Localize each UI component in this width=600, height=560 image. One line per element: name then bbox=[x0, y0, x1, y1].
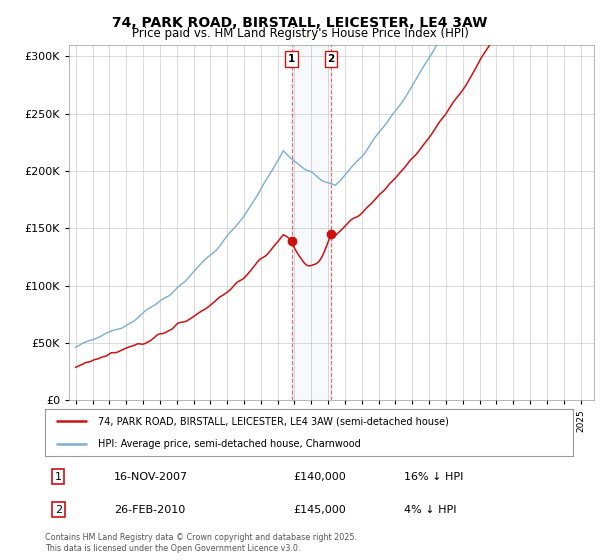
Text: Price paid vs. HM Land Registry's House Price Index (HPI): Price paid vs. HM Land Registry's House … bbox=[131, 27, 469, 40]
Text: 16-NOV-2007: 16-NOV-2007 bbox=[113, 472, 188, 482]
Text: 4% ↓ HPI: 4% ↓ HPI bbox=[404, 505, 457, 515]
Text: 1: 1 bbox=[55, 472, 62, 482]
Text: 1: 1 bbox=[288, 54, 295, 64]
Text: 16% ↓ HPI: 16% ↓ HPI bbox=[404, 472, 463, 482]
Text: 26-FEB-2010: 26-FEB-2010 bbox=[113, 505, 185, 515]
Text: HPI: Average price, semi-detached house, Charnwood: HPI: Average price, semi-detached house,… bbox=[98, 439, 361, 449]
Text: 74, PARK ROAD, BIRSTALL, LEICESTER, LE4 3AW: 74, PARK ROAD, BIRSTALL, LEICESTER, LE4 … bbox=[112, 16, 488, 30]
Text: 2: 2 bbox=[328, 54, 335, 64]
Text: £145,000: £145,000 bbox=[293, 505, 346, 515]
Bar bbox=[292, 45, 331, 400]
Text: 74, PARK ROAD, BIRSTALL, LEICESTER, LE4 3AW (semi-detached house): 74, PARK ROAD, BIRSTALL, LEICESTER, LE4 … bbox=[98, 416, 449, 426]
Text: 2: 2 bbox=[55, 505, 62, 515]
Text: £140,000: £140,000 bbox=[293, 472, 346, 482]
Text: Contains HM Land Registry data © Crown copyright and database right 2025.
This d: Contains HM Land Registry data © Crown c… bbox=[45, 533, 357, 553]
